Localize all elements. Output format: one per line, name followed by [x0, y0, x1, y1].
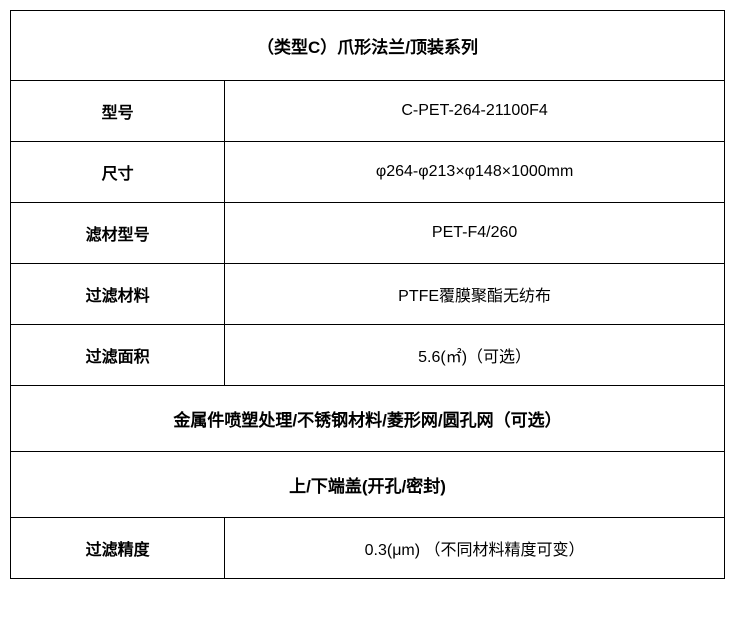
table-row: 过滤面积 5.6(㎡)（可选）: [11, 325, 725, 386]
table-section-row: 上/下端盖(开孔/密封): [11, 452, 725, 518]
row-label-precision: 过滤精度: [11, 518, 225, 579]
product-spec-table: （类型C）爪形法兰/顶装系列 型号 C-PET-264-21100F4 尺寸 φ…: [10, 10, 725, 579]
row-label-size: 尺寸: [11, 142, 225, 203]
table-row: 过滤精度 0.3(μm) （不同材料精度可变）: [11, 518, 725, 579]
row-value-precision: 0.3(μm) （不同材料精度可变）: [225, 518, 725, 579]
table-row: 型号 C-PET-264-21100F4: [11, 81, 725, 142]
table-row: 过滤材料 PTFE覆膜聚酯无纺布: [11, 264, 725, 325]
row-label-material: 过滤材料: [11, 264, 225, 325]
table-section-row: 金属件喷塑处理/不锈钢材料/菱形网/圆孔网（可选）: [11, 386, 725, 452]
row-label-model: 型号: [11, 81, 225, 142]
row-label-filter-model: 滤材型号: [11, 203, 225, 264]
table-header-row: （类型C）爪形法兰/顶装系列: [11, 11, 725, 81]
section-metal-treatment: 金属件喷塑处理/不锈钢材料/菱形网/圆孔网（可选）: [11, 386, 725, 452]
row-value-model: C-PET-264-21100F4: [225, 81, 725, 142]
row-value-area: 5.6(㎡)（可选）: [225, 325, 725, 386]
table-row: 尺寸 φ264-φ213×φ148×1000mm: [11, 142, 725, 203]
section-end-cap: 上/下端盖(开孔/密封): [11, 452, 725, 518]
row-value-filter-model: PET-F4/260: [225, 203, 725, 264]
row-value-size: φ264-φ213×φ148×1000mm: [225, 142, 725, 203]
row-label-area: 过滤面积: [11, 325, 225, 386]
row-value-material: PTFE覆膜聚酯无纺布: [225, 264, 725, 325]
table-row: 滤材型号 PET-F4/260: [11, 203, 725, 264]
table-title: （类型C）爪形法兰/顶装系列: [11, 11, 725, 81]
